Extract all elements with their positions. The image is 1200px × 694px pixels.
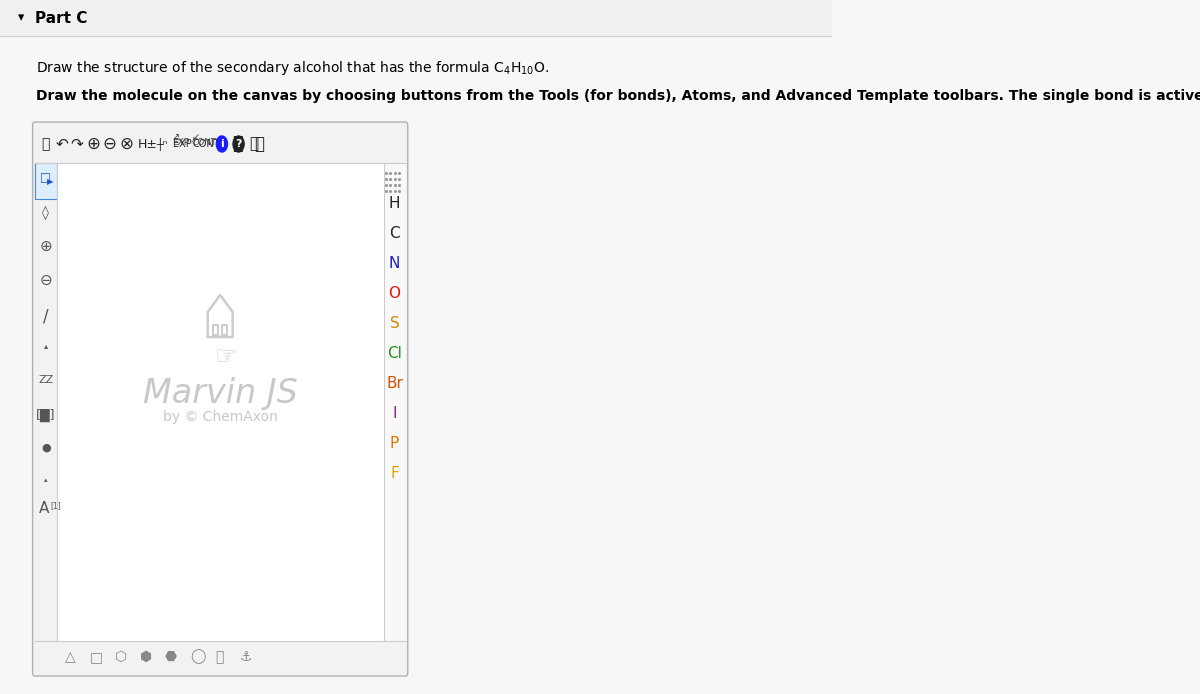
Bar [35, 163, 56, 641]
Text: ⊗: ⊗ [119, 135, 133, 153]
Bar [56, 163, 384, 641]
Text: ⬭: ⬭ [215, 650, 223, 664]
Text: ⬢: ⬢ [140, 650, 152, 664]
Text: EXP: EXP [173, 139, 192, 149]
Text: ☐: ☐ [40, 173, 52, 186]
Text: H: H [389, 196, 401, 210]
Text: ↗: ↗ [172, 132, 180, 142]
Text: ◊: ◊ [42, 205, 49, 219]
Text: [1]: [1] [50, 501, 61, 510]
Text: ⬡: ⬡ [115, 650, 127, 664]
Text: □: □ [90, 650, 103, 664]
Text: ⬣: ⬣ [166, 650, 178, 664]
Text: O: O [389, 285, 401, 301]
Text: ⤢: ⤢ [250, 137, 259, 151]
Bar [35, 163, 56, 199]
Text: ⊖: ⊖ [40, 273, 52, 288]
Bar [0, 0, 832, 36]
Text: ▴: ▴ [44, 477, 48, 483]
Text: Draw the molecule on the canvas by choosing buttons from the Tools (for bonds), : Draw the molecule on the canvas by choos… [36, 89, 1200, 103]
Text: ↷: ↷ [71, 137, 84, 151]
Text: EXP: EXP [172, 137, 190, 146]
Text: A: A [40, 501, 49, 516]
Text: N: N [389, 255, 401, 271]
Circle shape [216, 136, 228, 152]
Text: △: △ [65, 650, 76, 664]
Text: ●: ● [41, 443, 50, 453]
Circle shape [233, 136, 244, 152]
Text: [█]: [█] [36, 409, 55, 422]
Bar [36, 127, 404, 163]
Text: ▴: ▴ [43, 341, 48, 350]
Text: Cl: Cl [388, 346, 402, 360]
Text: CONT: CONT [192, 137, 217, 146]
Text: ▾: ▾ [18, 12, 24, 24]
Text: Part C: Part C [35, 10, 88, 26]
Text: ↙: ↙ [192, 132, 199, 142]
Text: CONT: CONT [193, 139, 221, 149]
Text: S: S [390, 316, 400, 330]
Text: /: / [43, 307, 48, 325]
Text: i: i [220, 139, 223, 149]
Text: ℹ: ℹ [216, 135, 223, 153]
Text: ☞: ☞ [215, 345, 236, 369]
Text: ⊕: ⊕ [86, 135, 100, 153]
Text: ↶: ↶ [55, 137, 68, 151]
Text: ◯: ◯ [190, 650, 205, 664]
Text: ⤢: ⤢ [254, 135, 264, 153]
FancyBboxPatch shape [32, 122, 408, 676]
Text: ?: ? [235, 139, 242, 149]
Bar [384, 163, 406, 641]
Text: P: P [390, 436, 400, 450]
Text: ⚓: ⚓ [240, 650, 252, 664]
Text: ⊖: ⊖ [103, 135, 116, 153]
Text: F: F [390, 466, 398, 480]
Text: ZZ: ZZ [38, 375, 53, 385]
Text: Draw the structure of the secondary alcohol that has the formula $\mathregular{C: Draw the structure of the secondary alco… [36, 59, 550, 77]
Text: H±: H± [137, 137, 157, 151]
Text: ❓: ❓ [233, 135, 244, 153]
Text: I: I [392, 405, 397, 421]
Text: C: C [389, 226, 400, 241]
Text: by © ChemAxon: by © ChemAxon [163, 410, 277, 424]
Text: ▶: ▶ [47, 177, 53, 186]
Text: ⎘: ⎘ [42, 137, 50, 151]
Bar [35, 641, 406, 673]
Text: ⊕: ⊕ [40, 239, 52, 254]
Text: Marvin JS: Marvin JS [143, 377, 298, 410]
Text: Br: Br [386, 375, 403, 391]
Text: ┼ⁿ: ┼ⁿ [156, 137, 167, 151]
